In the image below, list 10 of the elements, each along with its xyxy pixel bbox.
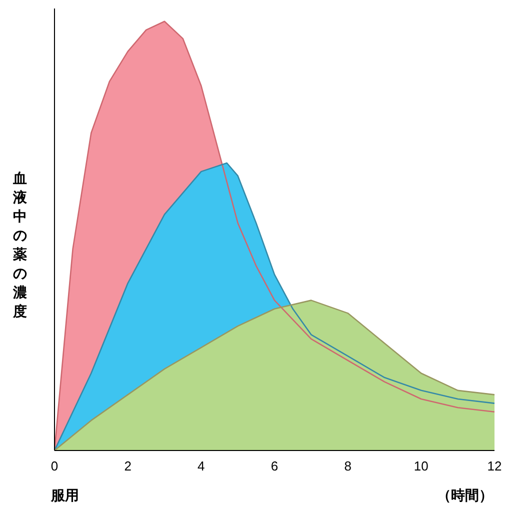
x-tick-label: 6 bbox=[270, 458, 278, 474]
y-axis-title: 血液中の薬の濃度 bbox=[13, 169, 27, 321]
x-tick-label: 12 bbox=[487, 458, 502, 474]
x-tick-label: 10 bbox=[414, 458, 428, 474]
x-tick-label: 4 bbox=[198, 458, 205, 474]
x-tick-label: 8 bbox=[344, 458, 352, 474]
x-tick-label: 0 bbox=[50, 458, 58, 474]
text: 服用 bbox=[51, 486, 79, 505]
x-axis-title: （時間） bbox=[437, 486, 493, 505]
x-tick-label: 2 bbox=[124, 458, 132, 474]
